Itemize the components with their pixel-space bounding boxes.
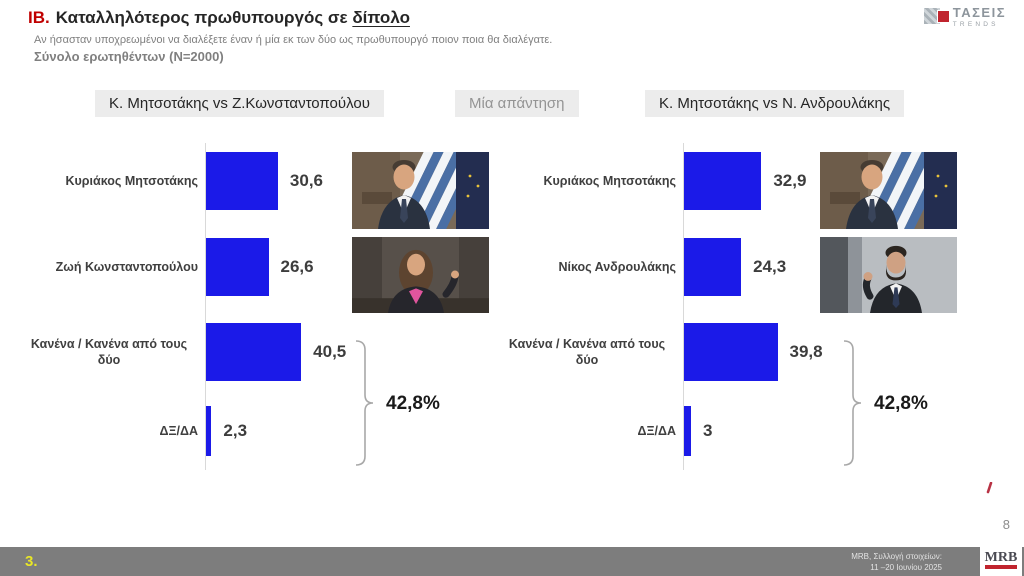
source-note: MRB, Συλλογή στοιχείων: 11 –20 Ιουνίου 2… <box>851 551 942 573</box>
value-bar <box>206 152 278 210</box>
mrb-logo: MRB <box>980 545 1022 576</box>
section-number: ΙΒ. <box>28 8 50 27</box>
source-line1: MRB, Συλλογή στοιχείων: <box>851 551 942 561</box>
value-label: 30,6 <box>289 171 323 190</box>
category-label: Κυριάκος Μητσοτάκης <box>543 173 677 188</box>
value-label: 32,9 <box>773 171 807 190</box>
title-underlined-word: δίπολο <box>352 8 410 27</box>
page-number: 8 <box>1002 517 1010 532</box>
bar-row: Κυριάκος Μητσοτάκης 30,6 <box>20 152 490 210</box>
bar-row: Ζωή Κωνσταντοπούλου 26,6 <box>20 238 490 296</box>
value-label: 3 <box>703 421 713 440</box>
category-axis-line <box>205 143 206 470</box>
group-bracket <box>350 340 380 466</box>
chart-title-left: Κ. Μητσοτάκης vs Ζ.Κωνσταντοπούλου <box>95 90 384 117</box>
bracket-total-label: 42,8% <box>386 393 440 414</box>
category-label: ΔΞ/ΔΑ <box>159 423 198 438</box>
bar-row: Κανένα / Κανένα από τους δύο 39,8 <box>498 323 968 381</box>
title-text: Καταλληλότερος πρωθυπουργός σε <box>55 8 353 27</box>
value-bar <box>206 406 212 456</box>
bar-chart-mitsotakis-vs-androulakis: Κυριάκος Μητσοτάκης 32,9 Νίκος Ανδρουλάκης… <box>498 143 968 473</box>
value-label: 40,5 <box>313 342 347 361</box>
bar-row: Κυριάκος Μητσοτάκης 32,9 <box>498 152 968 210</box>
bar-row: Κανένα / Κανένα από τους δύο 40,5 <box>20 323 490 381</box>
question-subtitle: Αν ήσασταν υποχρεωμένοι να διαλέξετε ένα… <box>34 34 553 46</box>
brand-subname: TRENDS <box>952 21 999 28</box>
red-pen-mark-icon <box>984 481 994 495</box>
mrb-logo-red-band <box>985 565 1017 570</box>
value-bar <box>684 406 692 456</box>
androulakis-photo <box>820 237 957 313</box>
bar-chart-mitsotakis-vs-konstantopoulou: Κυριάκος Μητσοτάκης 30,6 Ζωή Κωνσταντοπούλ… <box>20 143 490 473</box>
value-label: 26,6 <box>280 257 314 276</box>
category-label: Κανένα / Κανένα από τους δύο <box>30 336 188 367</box>
value-label: 24,3 <box>753 257 787 276</box>
trends-logo: ΤΑΣΕΙΣ TRENDS <box>923 5 1006 29</box>
category-label: Νίκος Ανδρουλάκης <box>558 259 676 274</box>
group-bracket <box>838 340 868 466</box>
chart-title-right: Κ. Μητσοτάκης vs Ν. Ανδρουλάκης <box>645 90 905 117</box>
value-bar <box>684 238 742 296</box>
mitsotakis-photo <box>820 152 957 229</box>
source-line2: 11 –20 Ιουνίου 2025 <box>870 562 942 572</box>
category-label: Κανένα / Κανένα από τους δύο <box>508 336 666 367</box>
category-label: Κυριάκος Μητσοτάκης <box>65 173 199 188</box>
mitsotakis-photo <box>352 152 489 229</box>
logo-checker-icon <box>923 8 940 24</box>
value-bar <box>684 152 762 210</box>
konstantopoulou-photo <box>352 237 489 313</box>
bracket-total-label: 42,8% <box>874 393 928 414</box>
category-label: Ζωή Κωνσταντοπούλου <box>55 259 198 274</box>
page-title: ΙΒ. Καταλληλότερος πρωθυπουργός σε δίπολο <box>28 8 410 28</box>
footer-bar <box>0 547 1024 576</box>
value-label: 2,3 <box>223 421 248 440</box>
slide-marker: 3. <box>25 553 38 570</box>
answer-mode-chip: Μία απάντηση <box>455 90 579 117</box>
logo-red-square-icon <box>936 10 950 23</box>
value-bar <box>206 238 269 296</box>
category-axis-line <box>683 143 684 470</box>
brand-name: ΤΑΣΕΙΣ <box>952 5 1006 20</box>
mrb-logo-text: MRB <box>984 550 1018 565</box>
value-bar <box>206 323 302 381</box>
value-bar <box>684 323 778 381</box>
bar-row: ΔΞ/ΔΑ 3 <box>498 406 968 456</box>
bar-row: ΔΞ/ΔΑ 2,3 <box>20 406 490 456</box>
category-label: ΔΞ/ΔΑ <box>637 423 676 438</box>
value-label: 39,8 <box>789 342 823 361</box>
bar-row: Νίκος Ανδρουλάκης 24,3 <box>498 238 968 296</box>
sample-note: Σύνολο ερωτηθέντων (N=2000) <box>34 49 224 64</box>
